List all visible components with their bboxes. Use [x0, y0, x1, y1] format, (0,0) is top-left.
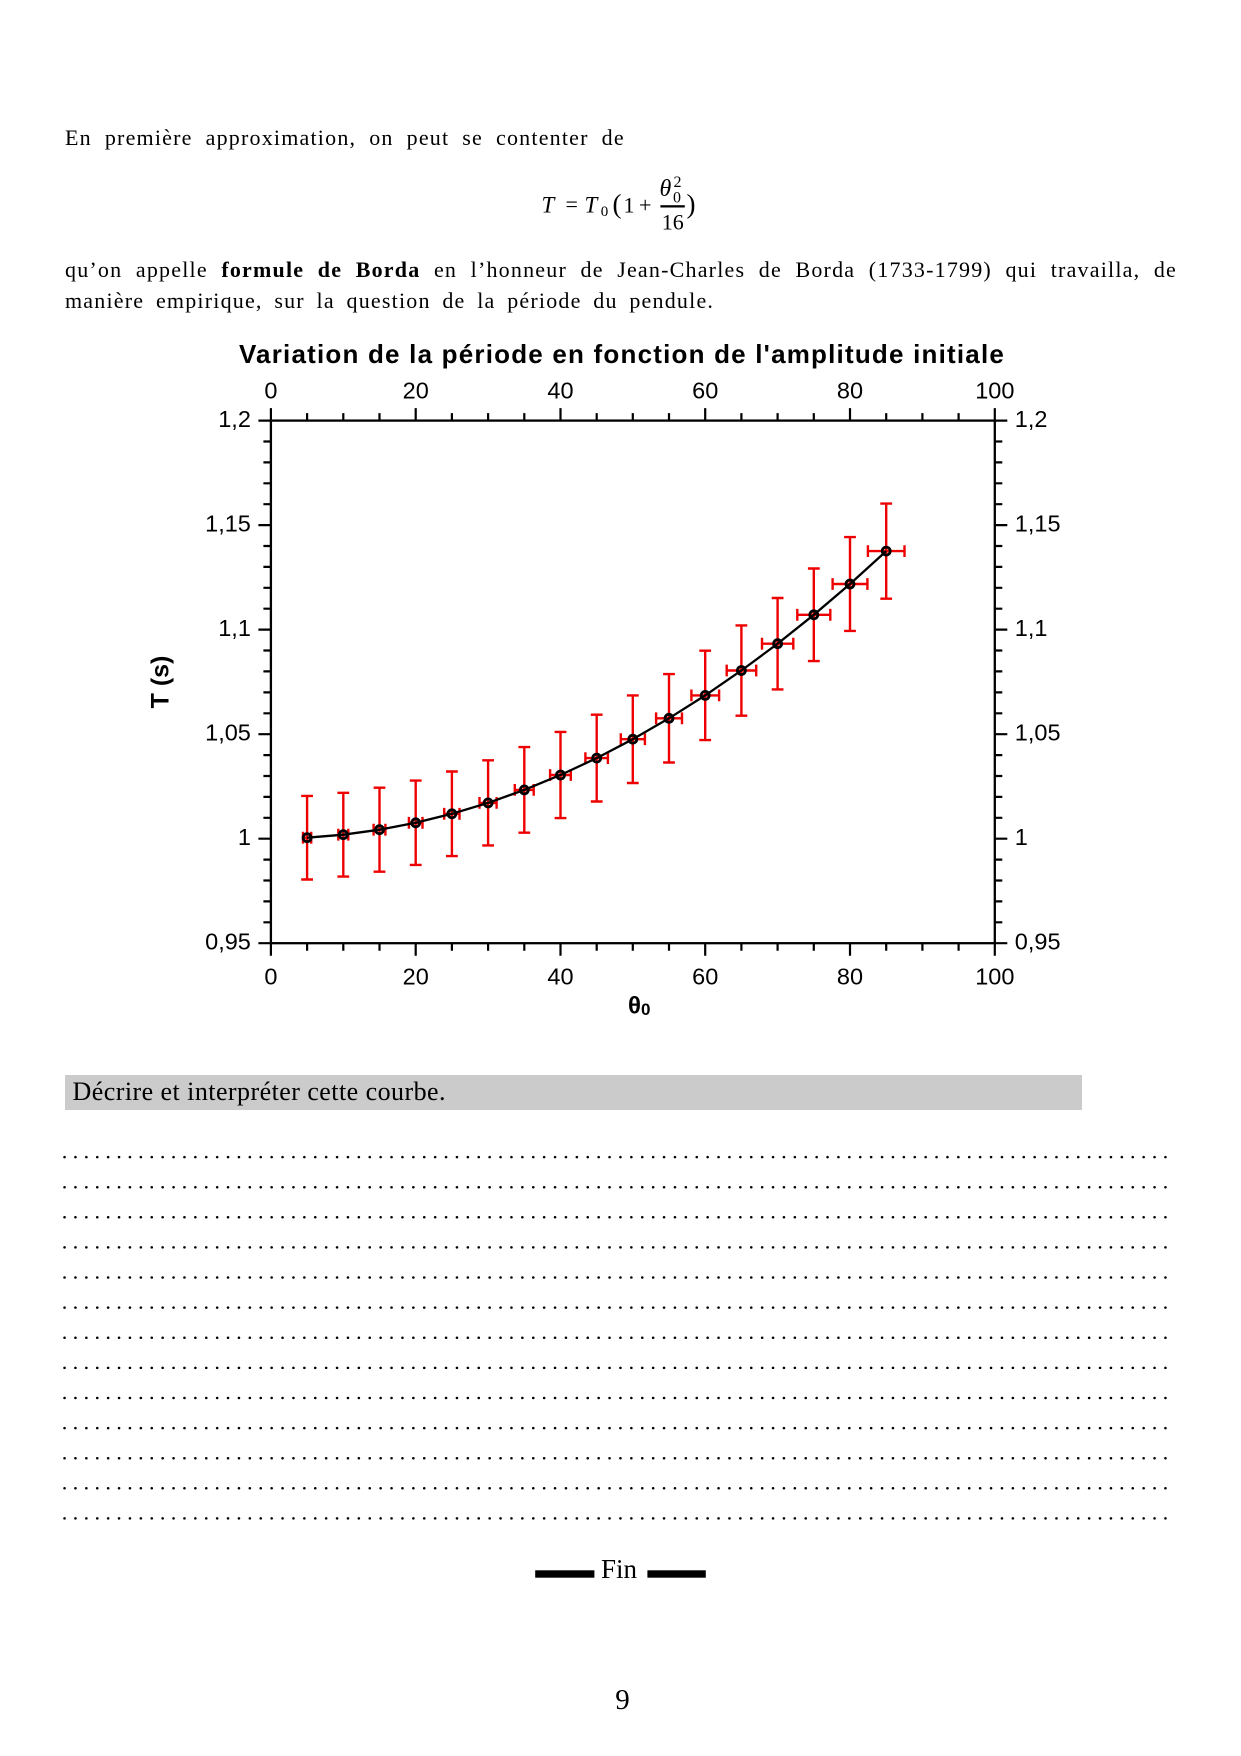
- svg-text:T: T: [542, 192, 557, 217]
- svg-text:1: 1: [238, 824, 251, 850]
- svg-text:θ0: θ0: [628, 993, 650, 1020]
- svg-text:1,05: 1,05: [205, 719, 251, 745]
- svg-text:20: 20: [403, 964, 429, 990]
- svg-text:40: 40: [547, 378, 573, 404]
- svg-text:0: 0: [673, 190, 681, 207]
- svg-text:Variation de la période en fon: Variation de la période en fonction de l…: [239, 339, 1005, 369]
- svg-text:0: 0: [264, 964, 277, 990]
- svg-text:1,2: 1,2: [1015, 406, 1048, 432]
- svg-text:): ): [687, 189, 696, 219]
- svg-text:100: 100: [975, 964, 1014, 990]
- svg-text:0,95: 0,95: [1015, 928, 1061, 954]
- svg-text:60: 60: [692, 964, 718, 990]
- svg-text:1,15: 1,15: [1015, 510, 1061, 536]
- svg-text:0,95: 0,95: [205, 928, 251, 954]
- svg-text:1,1: 1,1: [1015, 615, 1048, 641]
- svg-text:1: 1: [624, 192, 635, 217]
- svg-text:40: 40: [547, 964, 573, 990]
- svg-text:1,1: 1,1: [218, 615, 251, 641]
- svg-text:0: 0: [264, 378, 277, 404]
- svg-text:1,15: 1,15: [205, 510, 251, 536]
- svg-text:(: (: [613, 189, 622, 219]
- svg-text:80: 80: [837, 964, 863, 990]
- svg-text:100: 100: [975, 378, 1014, 404]
- svg-text:=: =: [566, 192, 578, 217]
- svg-text:0: 0: [601, 204, 609, 220]
- svg-text:60: 60: [692, 378, 718, 404]
- svg-text:1,2: 1,2: [218, 406, 251, 432]
- svg-text:1: 1: [1015, 824, 1028, 850]
- svg-text:θ: θ: [660, 176, 672, 202]
- svg-text:1,05: 1,05: [1015, 719, 1061, 745]
- svg-text:2: 2: [674, 174, 682, 191]
- svg-text:T (s): T (s): [147, 656, 175, 709]
- svg-text:20: 20: [403, 378, 429, 404]
- svg-text:80: 80: [837, 378, 863, 404]
- svg-text:+: +: [639, 192, 651, 217]
- svg-text:T: T: [585, 192, 600, 217]
- svg-text:16: 16: [662, 209, 684, 234]
